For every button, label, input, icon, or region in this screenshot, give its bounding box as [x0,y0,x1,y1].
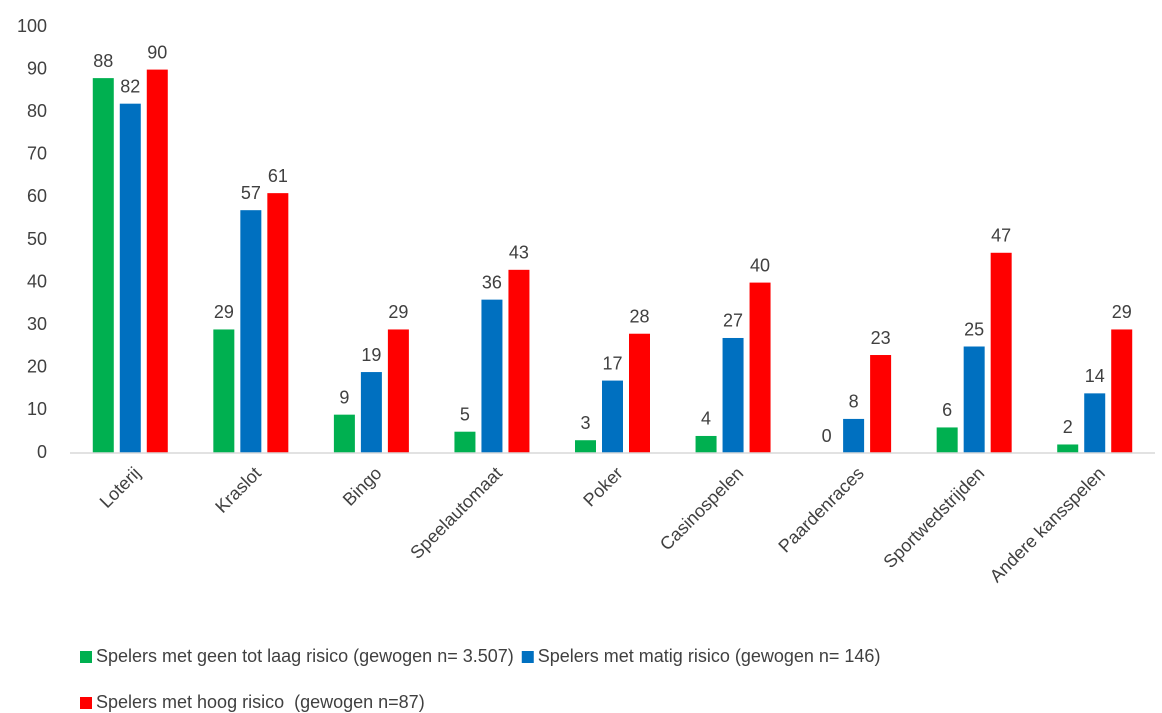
value-label: 90 [147,42,167,62]
x-tick-label: Poker [579,463,626,510]
bar [267,193,289,453]
bar [454,431,476,453]
y-tick-label: 10 [27,399,47,419]
bar [240,210,262,453]
bar [575,440,596,453]
bar [360,372,382,453]
bar [936,427,958,453]
value-label: 19 [361,345,381,365]
y-tick-label: 100 [17,16,47,36]
legend-label: Spelers met matig risico (gewogen n= 146… [538,646,881,666]
bar [1057,444,1079,453]
bar [213,329,235,453]
value-label: 8 [849,392,859,412]
y-tick-label: 50 [27,229,47,249]
value-label: 61 [268,166,288,186]
value-label: 57 [241,183,261,203]
x-tick-label: Bingo [339,463,386,510]
bar [870,355,892,453]
legend-swatch [80,651,92,663]
bar [387,329,409,453]
x-tick-label: Loterij [96,463,145,512]
value-label: 27 [723,311,743,331]
value-label: 17 [602,353,622,373]
bar [508,269,530,453]
y-tick-label: 20 [27,357,47,377]
value-label: 9 [339,387,349,407]
value-label: 23 [871,328,891,348]
y-tick-label: 30 [27,314,47,334]
value-label: 6 [942,400,952,420]
x-tick-label: Speelautomaat [406,463,506,563]
value-label: 2 [1063,417,1073,437]
legend-swatch [80,697,92,709]
x-tick-label: Casinospelen [656,463,747,554]
y-tick-label: 80 [27,101,47,121]
value-label: 29 [214,302,234,322]
bar [722,337,744,453]
value-label: 4 [701,409,711,429]
bar [146,69,168,453]
x-tick-label: Paardenraces [774,463,867,556]
value-label: 0 [822,426,832,446]
x-tick-label: Sportwedstrijden [879,463,988,572]
y-tick-label: 70 [27,144,47,164]
bar [1084,393,1106,453]
bar [963,346,985,453]
bar [843,418,865,453]
value-label: 43 [509,243,529,263]
bar [333,414,355,453]
legend-label: Spelers met geen tot laag risico (gewoge… [96,646,514,666]
legend-swatch [521,651,534,663]
value-label: 29 [1112,302,1132,322]
bar [119,103,141,454]
value-label: 3 [580,413,590,433]
legend-label: Spelers met hoog risico (gewogen n=87) [96,692,425,712]
bar [481,299,503,453]
value-label: 28 [629,306,649,326]
y-tick-label: 40 [27,271,47,291]
value-label: 88 [93,51,113,71]
bar [990,252,1012,453]
x-tick-label: Andere kansspelen [986,463,1109,586]
x-tick-label: Kraslot [211,463,265,517]
y-tick-label: 60 [27,186,47,206]
bar [1111,329,1133,453]
value-label: 47 [991,226,1011,246]
value-label: 29 [388,302,408,322]
bar [602,380,623,453]
value-label: 36 [482,272,502,292]
bar [92,78,114,454]
bar [629,333,650,453]
y-tick-label: 0 [37,442,47,462]
y-tick-label: 90 [27,58,47,78]
bar [695,435,717,453]
value-label: 25 [964,319,984,339]
value-label: 82 [120,76,140,96]
value-label: 5 [460,404,470,424]
bar [749,282,771,453]
value-label: 14 [1085,366,1105,386]
value-label: 40 [750,255,770,275]
